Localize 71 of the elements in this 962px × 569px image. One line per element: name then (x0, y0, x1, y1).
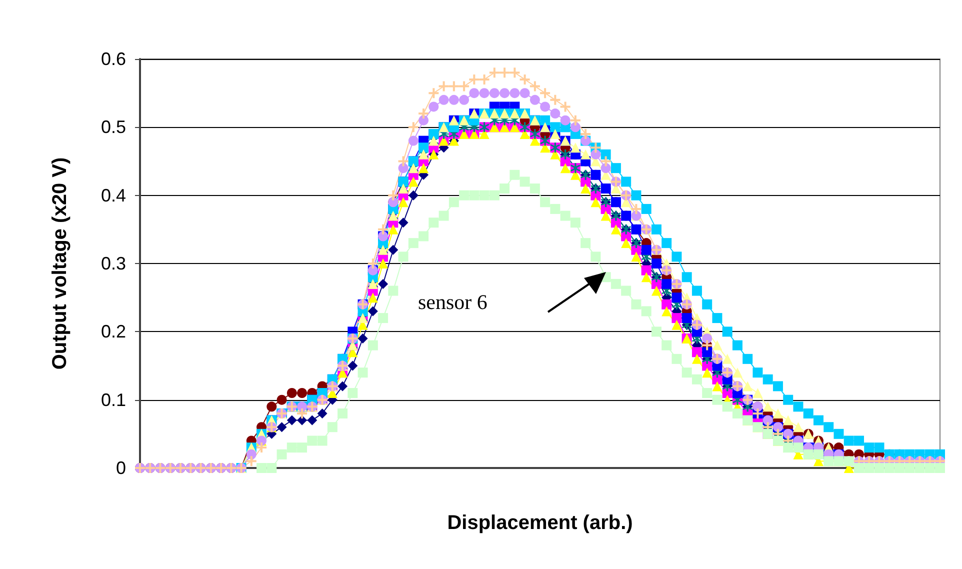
point (631, 252, 642, 262)
annotation: sensor 6 (418, 290, 488, 315)
point (398, 197, 408, 208)
point (752, 388, 763, 398)
y-tick-label: 0.5 (100, 117, 126, 138)
point (286, 388, 297, 398)
point (307, 415, 318, 426)
point (550, 149, 560, 160)
point (398, 218, 408, 228)
point (600, 210, 611, 221)
point (641, 244, 652, 255)
point (286, 415, 297, 426)
point (388, 244, 398, 255)
point (338, 381, 348, 392)
point (378, 258, 388, 268)
point (266, 402, 277, 412)
point (712, 381, 722, 392)
point (580, 149, 591, 160)
point (348, 360, 358, 371)
point (702, 368, 712, 378)
point (772, 408, 783, 418)
y-tick-label: 0.1 (100, 390, 126, 410)
point (762, 402, 773, 412)
point (610, 224, 621, 234)
point (783, 415, 794, 426)
point (662, 299, 672, 310)
point (540, 142, 550, 153)
y-tick-label: 0.2 (100, 322, 126, 342)
y-tick-label: 0.6 (100, 49, 126, 69)
point (358, 333, 368, 344)
point (732, 368, 742, 378)
point (388, 224, 398, 234)
point (702, 347, 712, 358)
point (590, 197, 601, 208)
point (672, 320, 682, 330)
y-axis-title: Output voltage (x20 V) (49, 157, 71, 370)
point (651, 258, 662, 268)
point (682, 313, 692, 324)
point (368, 292, 378, 303)
point (722, 354, 732, 364)
point (651, 286, 662, 296)
point (641, 272, 652, 282)
point (621, 238, 632, 248)
x-axis-title: Displacement (arb.) (447, 512, 633, 534)
point (793, 422, 804, 432)
y-tick-label: 0.3 (100, 254, 126, 274)
point (368, 306, 378, 316)
point (692, 354, 702, 364)
point (672, 313, 682, 324)
point (317, 408, 328, 418)
point (297, 388, 308, 398)
point (662, 278, 672, 289)
point (418, 163, 429, 174)
point (712, 340, 722, 350)
point (408, 190, 418, 200)
point (742, 381, 753, 392)
point (408, 176, 418, 187)
point (580, 184, 591, 194)
point (570, 142, 580, 153)
point (560, 163, 570, 174)
point (276, 394, 287, 405)
point (530, 136, 540, 146)
point (672, 292, 682, 303)
y-tick-label: 0.4 (100, 185, 126, 206)
point (662, 306, 672, 316)
point (276, 422, 287, 432)
y-tick-label: 0 (116, 458, 126, 478)
point (641, 265, 652, 276)
point (692, 347, 702, 358)
point (378, 278, 388, 289)
point (570, 170, 580, 180)
